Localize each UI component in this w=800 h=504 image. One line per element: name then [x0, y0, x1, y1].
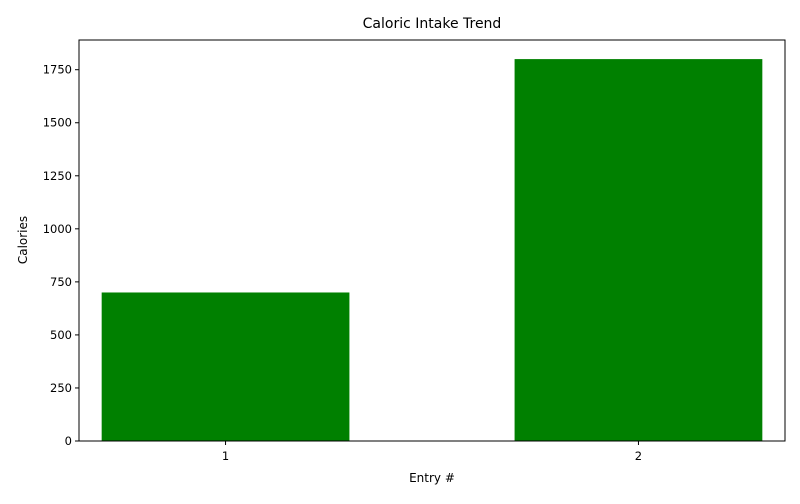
- bars-group: [101, 59, 763, 441]
- y-tick-label: 750: [50, 275, 72, 289]
- x-tick-label: 1: [222, 449, 229, 463]
- bar-2: [514, 59, 763, 441]
- chart-title: Caloric Intake Trend: [363, 16, 502, 32]
- x-axis-label: Entry #: [409, 471, 455, 485]
- x-tick-label: 2: [635, 449, 642, 463]
- y-tick-label: 250: [50, 381, 72, 395]
- y-axis-ticks: 0 250 500 750 1000 1250 1500 1750: [43, 63, 79, 448]
- y-tick-label: 0: [65, 434, 72, 448]
- y-tick-label: 500: [50, 328, 72, 342]
- y-tick-label: 1750: [43, 63, 72, 77]
- y-axis-label: Calories: [16, 216, 30, 264]
- y-tick-label: 1250: [43, 169, 72, 183]
- bar-1: [101, 292, 350, 441]
- plot-frame: [78, 39, 786, 442]
- y-tick-label: 1000: [43, 222, 72, 236]
- y-tick-label: 1500: [43, 116, 72, 130]
